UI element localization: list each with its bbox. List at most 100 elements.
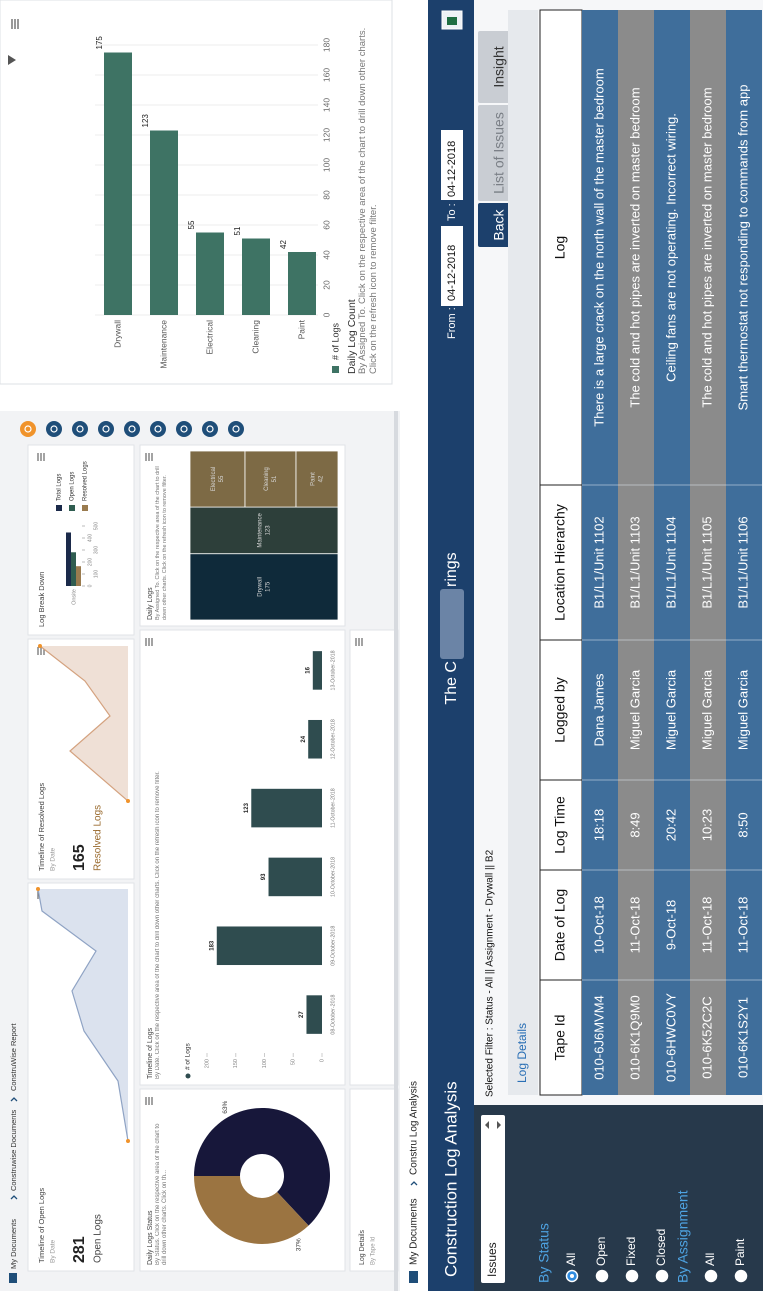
x-tick-label: 100 [93, 570, 99, 579]
group-title: By Status [536, 1223, 552, 1283]
x-tick-label: 300 [93, 546, 99, 555]
panel-title: Log Details [359, 1229, 366, 1265]
legend-label: Resolved Logs [83, 461, 89, 501]
kpi-label: Open Logs [93, 1214, 104, 1263]
toolbar-button[interactable] [72, 421, 88, 437]
toolbar-button[interactable] [98, 421, 114, 437]
column-header: Tape Id [552, 1015, 568, 1061]
toolbar-button[interactable] [150, 421, 166, 437]
radio-button[interactable] [704, 1269, 718, 1283]
data-label: 55 [187, 220, 196, 229]
table-cell: Ceiling fans are not operating. Incorrec… [663, 113, 678, 382]
sparkline [37, 888, 129, 1142]
table-row[interactable] [654, 10, 690, 1095]
chevron [10, 1195, 18, 1200]
toolbar-glyph [24, 425, 32, 433]
treemap-tile[interactable] [295, 450, 339, 508]
treemap-tile[interactable] [189, 553, 339, 621]
x-tick-label: 400 [87, 534, 93, 543]
legend-label: Total Logs [57, 474, 63, 501]
bar[interactable] [216, 926, 322, 966]
toolbar-button[interactable] [176, 421, 192, 437]
panel-title: Log Break Down [37, 572, 46, 627]
table-cell: 11-Oct-18 [699, 897, 714, 954]
table-cell: 8:50 [735, 812, 750, 837]
x-tick-label: Cleaning [250, 320, 260, 354]
table-cell: B1/L1/Unit 1106 [735, 516, 750, 608]
date-input[interactable] [441, 130, 463, 200]
kpi-value: 165 [71, 844, 88, 871]
bar[interactable] [104, 52, 132, 316]
treemap-tile[interactable] [189, 506, 339, 555]
bar[interactable] [150, 130, 178, 316]
button-label: List of Issues [491, 112, 507, 194]
legend-checkbox[interactable] [56, 505, 62, 511]
x-tick-label: 12-October-2018 [330, 719, 336, 759]
table-row[interactable] [690, 10, 726, 1095]
bar[interactable] [196, 232, 224, 316]
table-cell: 11-Oct-18 [735, 897, 750, 954]
dropdown-arrow [485, 1121, 501, 1129]
date-value: 04-12-2018 [446, 245, 458, 301]
x-tick-label: 500 [93, 522, 99, 531]
data-label: 123 [141, 114, 150, 128]
bar[interactable] [312, 651, 322, 690]
y-tick-label: 200 [204, 1059, 210, 1068]
slice-label: 37% [296, 1238, 303, 1251]
dropdown[interactable] [481, 1115, 505, 1283]
radio-label: Fixed [624, 1237, 638, 1266]
toolbar-glyph [232, 425, 240, 433]
panel-subtitle: By Status. Click on the respective area … [155, 1123, 169, 1265]
radio-button[interactable] [734, 1269, 748, 1283]
donut-slice[interactable] [194, 1108, 330, 1226]
toolbar-button[interactable] [202, 421, 218, 437]
panel-title: Daily Logs [147, 587, 154, 620]
table-row[interactable] [726, 10, 762, 1095]
bar[interactable] [288, 252, 316, 315]
bar[interactable] [308, 719, 323, 759]
sparkline-area [38, 889, 128, 1141]
panel-title: Timeline of Logs [147, 1027, 154, 1079]
legend-checkbox[interactable] [69, 505, 75, 511]
selected-filter: Selected Filter : Status - All || Assign… [485, 849, 496, 1097]
x-tick-label: 13-October-2018 [330, 650, 336, 690]
filter-icon[interactable] [8, 55, 16, 65]
bar[interactable] [268, 857, 322, 897]
column-header: Date of Log [552, 889, 568, 961]
toolbar-button[interactable] [228, 421, 244, 437]
bar[interactable] [242, 238, 270, 316]
legend-checkbox[interactable] [82, 505, 88, 511]
chart-header: Daily Log Count By Assigned To. Click on … [346, 28, 380, 374]
column-header: Location Hierarchy [552, 504, 568, 621]
y-tick-label: 50 [291, 1059, 297, 1065]
label: From : [446, 307, 458, 339]
toolbar-glyph [128, 425, 136, 433]
date-input[interactable] [441, 226, 463, 306]
table-cell: 11-Oct-18 [627, 897, 642, 954]
toolbar-button[interactable] [124, 421, 140, 437]
panel-subtitle: By Date [50, 1239, 57, 1263]
x-tick-label: Electrical [204, 320, 214, 355]
radio-button[interactable] [655, 1269, 669, 1283]
legend-swatch [332, 366, 339, 373]
treemap-tile[interactable] [244, 450, 297, 508]
y-tick-label: 0 [321, 312, 331, 317]
sidebar [474, 1105, 763, 1291]
bar[interactable] [251, 788, 322, 828]
dropdown-value: Issues [485, 1242, 499, 1277]
chart-subtitle-box: By Assigned To. Click on the respective … [357, 28, 379, 374]
radio-button[interactable] [625, 1269, 639, 1283]
table-row[interactable] [618, 10, 654, 1095]
toolbar-button[interactable] [20, 421, 36, 437]
toolbar-button[interactable] [46, 421, 62, 437]
treemap-tile[interactable] [189, 450, 246, 508]
x-tick-label: 08-October-2018 [330, 995, 336, 1035]
radio-button[interactable] [595, 1269, 609, 1283]
legend-dot [185, 1073, 191, 1079]
table-row[interactable] [582, 10, 618, 1095]
donut-slice[interactable] [194, 1176, 309, 1244]
bar[interactable] [306, 995, 323, 1034]
app-title: Construction Log Analysis [441, 1081, 460, 1277]
y-tick-label: 140 [321, 98, 331, 112]
column-header: Log Time [552, 796, 568, 854]
